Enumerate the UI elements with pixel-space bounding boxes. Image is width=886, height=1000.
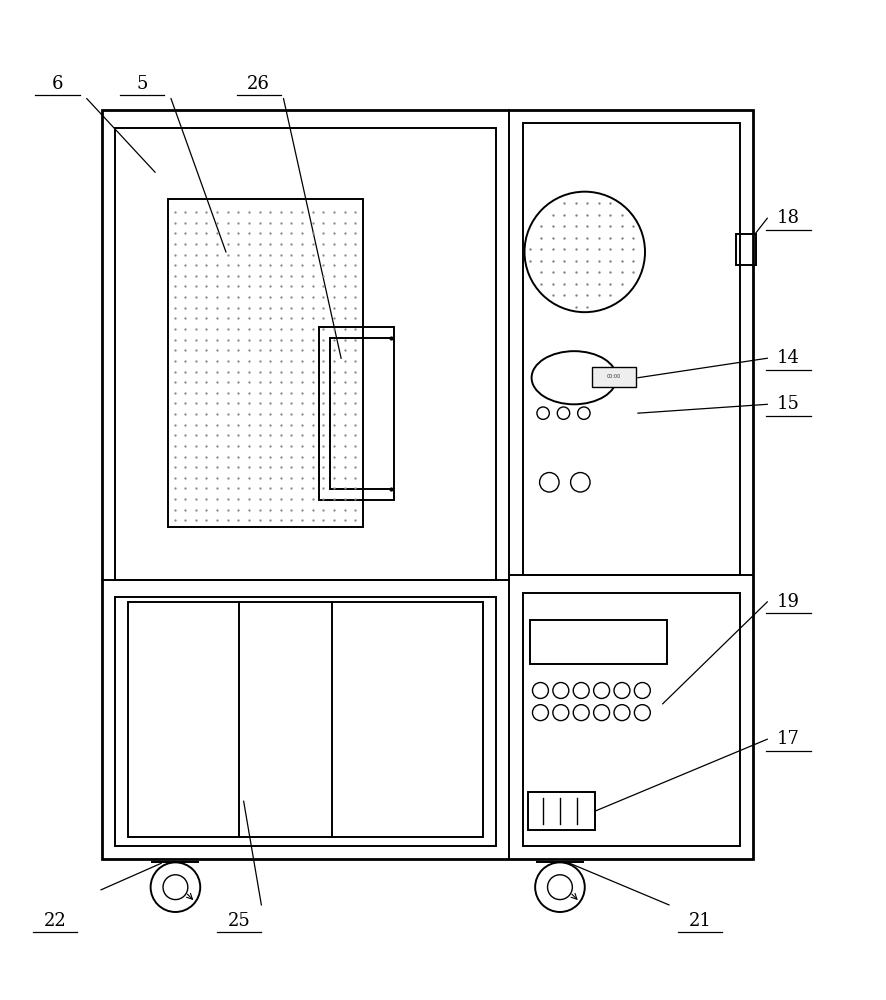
Text: 25: 25 <box>228 912 251 930</box>
Bar <box>528 792 595 830</box>
Bar <box>102 110 753 859</box>
Bar <box>736 234 756 265</box>
Text: 15: 15 <box>777 395 800 413</box>
Text: 5: 5 <box>136 75 147 93</box>
Text: 17: 17 <box>777 730 800 748</box>
Bar <box>115 128 496 580</box>
Text: 18: 18 <box>777 209 800 227</box>
Bar <box>115 597 496 846</box>
Text: 22: 22 <box>43 912 66 930</box>
Bar <box>592 367 636 387</box>
Text: 26: 26 <box>247 75 270 93</box>
Text: 14: 14 <box>777 349 800 367</box>
Bar <box>168 199 363 527</box>
Bar <box>523 593 740 846</box>
Text: 00:00: 00:00 <box>607 374 621 379</box>
Bar <box>319 327 394 500</box>
Text: 6: 6 <box>52 75 63 93</box>
Bar <box>523 123 740 575</box>
Text: 19: 19 <box>777 593 800 611</box>
Bar <box>128 602 483 837</box>
Bar <box>530 620 667 664</box>
Text: 21: 21 <box>688 912 711 930</box>
